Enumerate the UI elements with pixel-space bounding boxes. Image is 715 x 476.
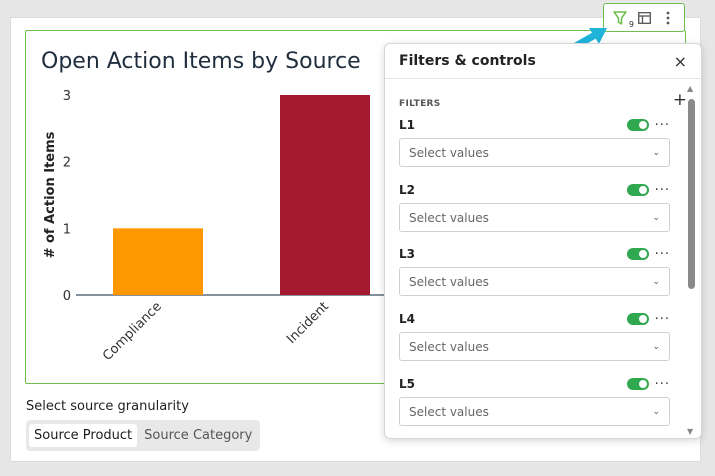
y-tick-label: 0 xyxy=(63,289,71,304)
panel-title: Filters & controls xyxy=(399,53,536,69)
chevron-down-icon: ⌄ xyxy=(652,212,660,223)
filter-select[interactable]: Select values ⌄ xyxy=(399,397,670,426)
bar-chart: # of Action Items 0 1 2 3 Compliance Incident xyxy=(43,89,687,364)
chart-title: Open Action Items by Source xyxy=(41,49,361,74)
select-placeholder: Select values xyxy=(409,404,489,419)
table-icon[interactable] xyxy=(634,8,654,28)
bar-incident xyxy=(280,95,370,295)
more-horizontal-icon[interactable]: ··· xyxy=(654,376,670,392)
filter-select[interactable]: Select values ⌄ xyxy=(399,332,670,361)
filter-icon[interactable]: 9 xyxy=(610,8,634,29)
y-axis-label: # of Action Items xyxy=(43,131,58,258)
filters-section-header: FILTERS + xyxy=(385,79,701,110)
filter-name: L5 xyxy=(399,377,415,391)
filter-toggle[interactable] xyxy=(626,184,649,196)
filter-toggle[interactable] xyxy=(626,313,649,325)
filter-toggle[interactable] xyxy=(626,378,649,390)
chevron-down-icon: ⌄ xyxy=(652,276,660,287)
x-tick-label: Compliance xyxy=(100,299,165,364)
more-horizontal-icon[interactable]: ··· xyxy=(654,246,670,262)
select-placeholder: Select values xyxy=(409,145,489,160)
close-icon[interactable]: × xyxy=(673,51,687,71)
filter-name: L2 xyxy=(399,183,415,197)
scroll-thumb[interactable] xyxy=(688,99,695,289)
chevron-down-icon: ⌄ xyxy=(652,147,660,158)
add-filter-icon[interactable]: + xyxy=(672,90,687,110)
chart-toolbar: 9 xyxy=(603,3,685,32)
scroll-up-icon[interactable]: ▲ xyxy=(687,84,694,93)
filter-toggle[interactable] xyxy=(626,248,649,260)
filter-select[interactable]: Select values ⌄ xyxy=(399,203,670,232)
granularity-toggle: Source Product Source Category xyxy=(26,420,261,451)
chevron-down-icon: ⌄ xyxy=(652,341,660,352)
y-tick-label: 1 xyxy=(63,222,71,237)
y-tick-label: 3 xyxy=(63,89,71,104)
filter-count: 9 xyxy=(628,19,634,29)
panel-header: Filters & controls × xyxy=(385,44,701,79)
chevron-down-icon: ⌄ xyxy=(652,406,660,417)
select-placeholder: Select values xyxy=(409,210,489,225)
filter-name: L1 xyxy=(399,118,415,132)
filter-l4: L4 ··· Select values ⌄ xyxy=(399,310,670,361)
more-horizontal-icon[interactable]: ··· xyxy=(654,182,670,198)
x-tick-label: Incident xyxy=(284,299,332,347)
y-tick-label: 2 xyxy=(63,156,71,171)
filter-name: L4 xyxy=(399,312,415,326)
filter-l5: L5 ··· Select values ⌄ xyxy=(399,375,670,426)
more-horizontal-icon[interactable]: ··· xyxy=(654,117,670,133)
select-placeholder: Select values xyxy=(409,274,489,289)
source-category-option[interactable]: Source Category xyxy=(144,428,253,443)
filters-section-label: FILTERS xyxy=(399,99,441,109)
filter-l3: L3 ··· Select values ⌄ xyxy=(399,245,670,296)
filter-select[interactable]: Select values ⌄ xyxy=(399,267,670,296)
filter-l1: L1 ··· Select values ⌄ xyxy=(399,116,670,167)
filters-panel: Filters & controls × FILTERS + L1 ··· Se… xyxy=(384,43,702,439)
select-placeholder: Select values xyxy=(409,339,489,354)
more-horizontal-icon[interactable]: ··· xyxy=(654,311,670,327)
bar-compliance xyxy=(113,228,203,295)
source-product-option[interactable]: Source Product xyxy=(29,424,138,447)
panel-scrollbar[interactable]: ▲ ▼ xyxy=(687,84,695,436)
filter-toggle[interactable] xyxy=(626,119,649,131)
filter-name: L3 xyxy=(399,247,415,261)
filter-select[interactable]: Select values ⌄ xyxy=(399,138,670,167)
more-vertical-icon[interactable] xyxy=(658,8,678,28)
scroll-down-icon[interactable]: ▼ xyxy=(687,427,694,436)
granularity-label: Select source granularity xyxy=(26,399,189,414)
filter-l2: L2 ··· Select values ⌄ xyxy=(399,181,670,232)
